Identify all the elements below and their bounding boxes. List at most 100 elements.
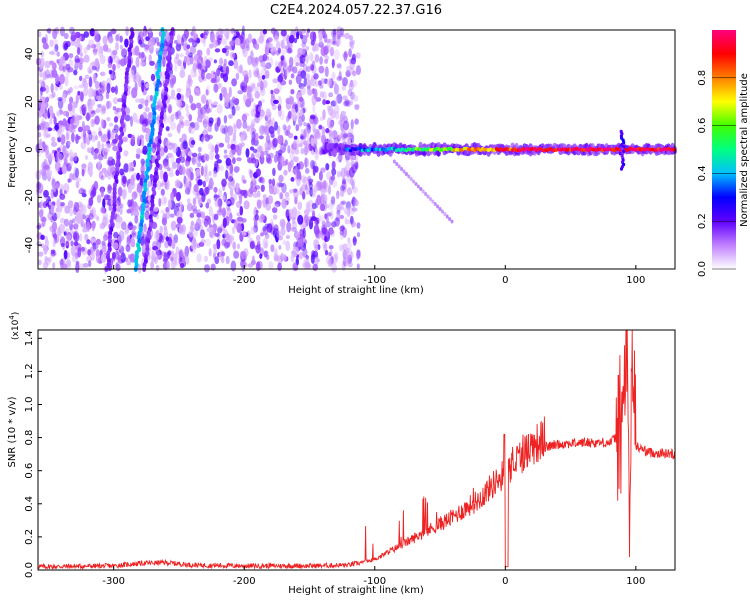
spectrogram-cell xyxy=(154,249,160,260)
spectrogram-cell xyxy=(280,226,286,236)
spectrogram-cell xyxy=(278,182,285,188)
spectrogram-cell xyxy=(277,74,284,83)
spectrogram-cell xyxy=(205,59,211,69)
spectrogram-cell xyxy=(46,73,52,79)
spectrogram-cell xyxy=(298,251,304,260)
spectrogram-cell xyxy=(95,135,99,141)
spectrogram-cell xyxy=(195,168,201,177)
spectrogram-cell xyxy=(339,244,345,252)
spectrogram-cell xyxy=(112,145,119,152)
spectrogram-cell xyxy=(243,94,247,103)
spectrogram-cell xyxy=(303,128,308,139)
spectrogram-cell xyxy=(133,204,140,212)
spectrogram-cell xyxy=(95,252,100,264)
spectrogram-cell xyxy=(341,260,346,272)
spectrogram-cell xyxy=(298,238,304,248)
spectrogram-cell xyxy=(38,251,44,257)
spectrogram-cell xyxy=(203,127,209,135)
spectrogram-cell xyxy=(71,101,75,113)
spectrogram-cell xyxy=(342,133,348,139)
spectrogram-tail-cell xyxy=(428,197,432,201)
spectrogram-cell xyxy=(302,191,306,200)
colorbar-ticks: 0.0 0.2 0.4 0.6 0.8 xyxy=(697,70,736,277)
spectrogram-cell xyxy=(261,125,268,133)
spectrogram-cell xyxy=(55,182,59,190)
spectrogram-cell xyxy=(164,179,170,191)
spectrogram-cell xyxy=(183,55,188,64)
spectrogram-cell xyxy=(155,264,160,272)
spectrogram-cell xyxy=(70,31,77,42)
spectrogram-cell xyxy=(305,53,309,64)
spectrogram-cell xyxy=(333,49,340,60)
spectrogram-cell xyxy=(151,221,158,230)
spectrogram-cell xyxy=(206,99,213,106)
spectrogram-cell xyxy=(153,207,159,213)
spectrogram-cell xyxy=(196,212,202,218)
snr-panel: -300 -200 -100 0 100 0.0 0.2 0.4 0.6 0.8 1.0 1.2 1.… xyxy=(7,312,676,596)
spectrogram-cell xyxy=(197,162,202,168)
spectrogram-cell xyxy=(178,115,185,120)
spectrogram-cell xyxy=(146,117,150,128)
spectrogram-cell xyxy=(99,84,105,95)
spectrogram-cell xyxy=(328,252,332,257)
spectrogram-cell xyxy=(338,202,343,210)
spectrogram-cell xyxy=(209,226,216,236)
spectrogram-x-ticks: -300 -200 -100 0 100 xyxy=(102,265,645,286)
spectrogram-cell xyxy=(347,179,352,184)
spectrogram-cell xyxy=(260,150,265,158)
spectrogram-cell xyxy=(93,30,99,35)
spectrogram-cell xyxy=(130,69,135,79)
spectrogram-cell xyxy=(98,170,104,180)
snr-x-tick-label: -300 xyxy=(102,576,125,587)
colorbar-gradient xyxy=(712,30,736,269)
spectrogram-cell xyxy=(37,259,42,266)
spectrogram-cell xyxy=(325,221,332,228)
spectrogram-cell xyxy=(242,262,248,268)
spectrogram-cell xyxy=(45,96,50,103)
spectrogram-cell xyxy=(174,252,178,264)
spectrogram-cell xyxy=(202,180,206,188)
spectrogram-tail-cell xyxy=(445,214,449,219)
spectrogram-cell xyxy=(175,42,182,52)
spectrogram-cell xyxy=(77,90,81,96)
spectrogram-cell xyxy=(342,184,347,193)
spectrogram-cell xyxy=(188,125,192,134)
spectrogram-cell xyxy=(163,171,168,183)
spectrogram-streak-cell xyxy=(137,246,142,253)
spectrogram-cell xyxy=(294,165,299,176)
spectrogram-cell xyxy=(268,261,274,270)
spectrogram-cell xyxy=(336,85,340,94)
spectrogram-cell xyxy=(167,133,173,138)
spectrogram-cell xyxy=(216,104,223,114)
spectrogram-cell xyxy=(311,202,317,210)
spectrogram-cell xyxy=(292,168,296,174)
spectrogram-cell xyxy=(174,62,178,72)
spectrogram-cell xyxy=(131,191,138,200)
spectrogram-cell xyxy=(112,138,118,144)
spectrogram-cell xyxy=(84,74,90,80)
spectrogram-cell xyxy=(213,83,219,93)
spectrogram-cell xyxy=(125,244,131,253)
spectrogram-cell xyxy=(38,122,46,131)
spectrogram-cell xyxy=(349,167,355,178)
spectrogram-cell xyxy=(105,216,110,226)
spectrogram-cell xyxy=(227,125,234,136)
spectrogram-cell xyxy=(217,198,223,208)
spectrogram-cell xyxy=(42,201,48,209)
spectrogram-cell xyxy=(319,203,326,212)
spectrogram-cell xyxy=(303,77,307,87)
spectrogram-tail-cell xyxy=(450,219,454,224)
spectrogram-cell xyxy=(141,80,145,86)
spectrogram-cell xyxy=(136,172,141,181)
spectrogram-cell xyxy=(100,253,107,263)
spectrogram-cell xyxy=(214,48,221,53)
spectrogram-y-tick-label: 20 xyxy=(24,95,35,108)
spectrogram-cell xyxy=(38,112,43,118)
spectrogram-cell xyxy=(40,169,47,177)
spectrogram-cell xyxy=(140,51,145,59)
snr-x-ticks: -300 -200 -100 0 100 xyxy=(102,566,645,587)
spectrogram-cell xyxy=(252,62,258,69)
spectrogram-cell xyxy=(292,66,298,74)
spectrogram-carrier-halo xyxy=(436,150,441,157)
spectrogram-cell xyxy=(325,128,330,134)
